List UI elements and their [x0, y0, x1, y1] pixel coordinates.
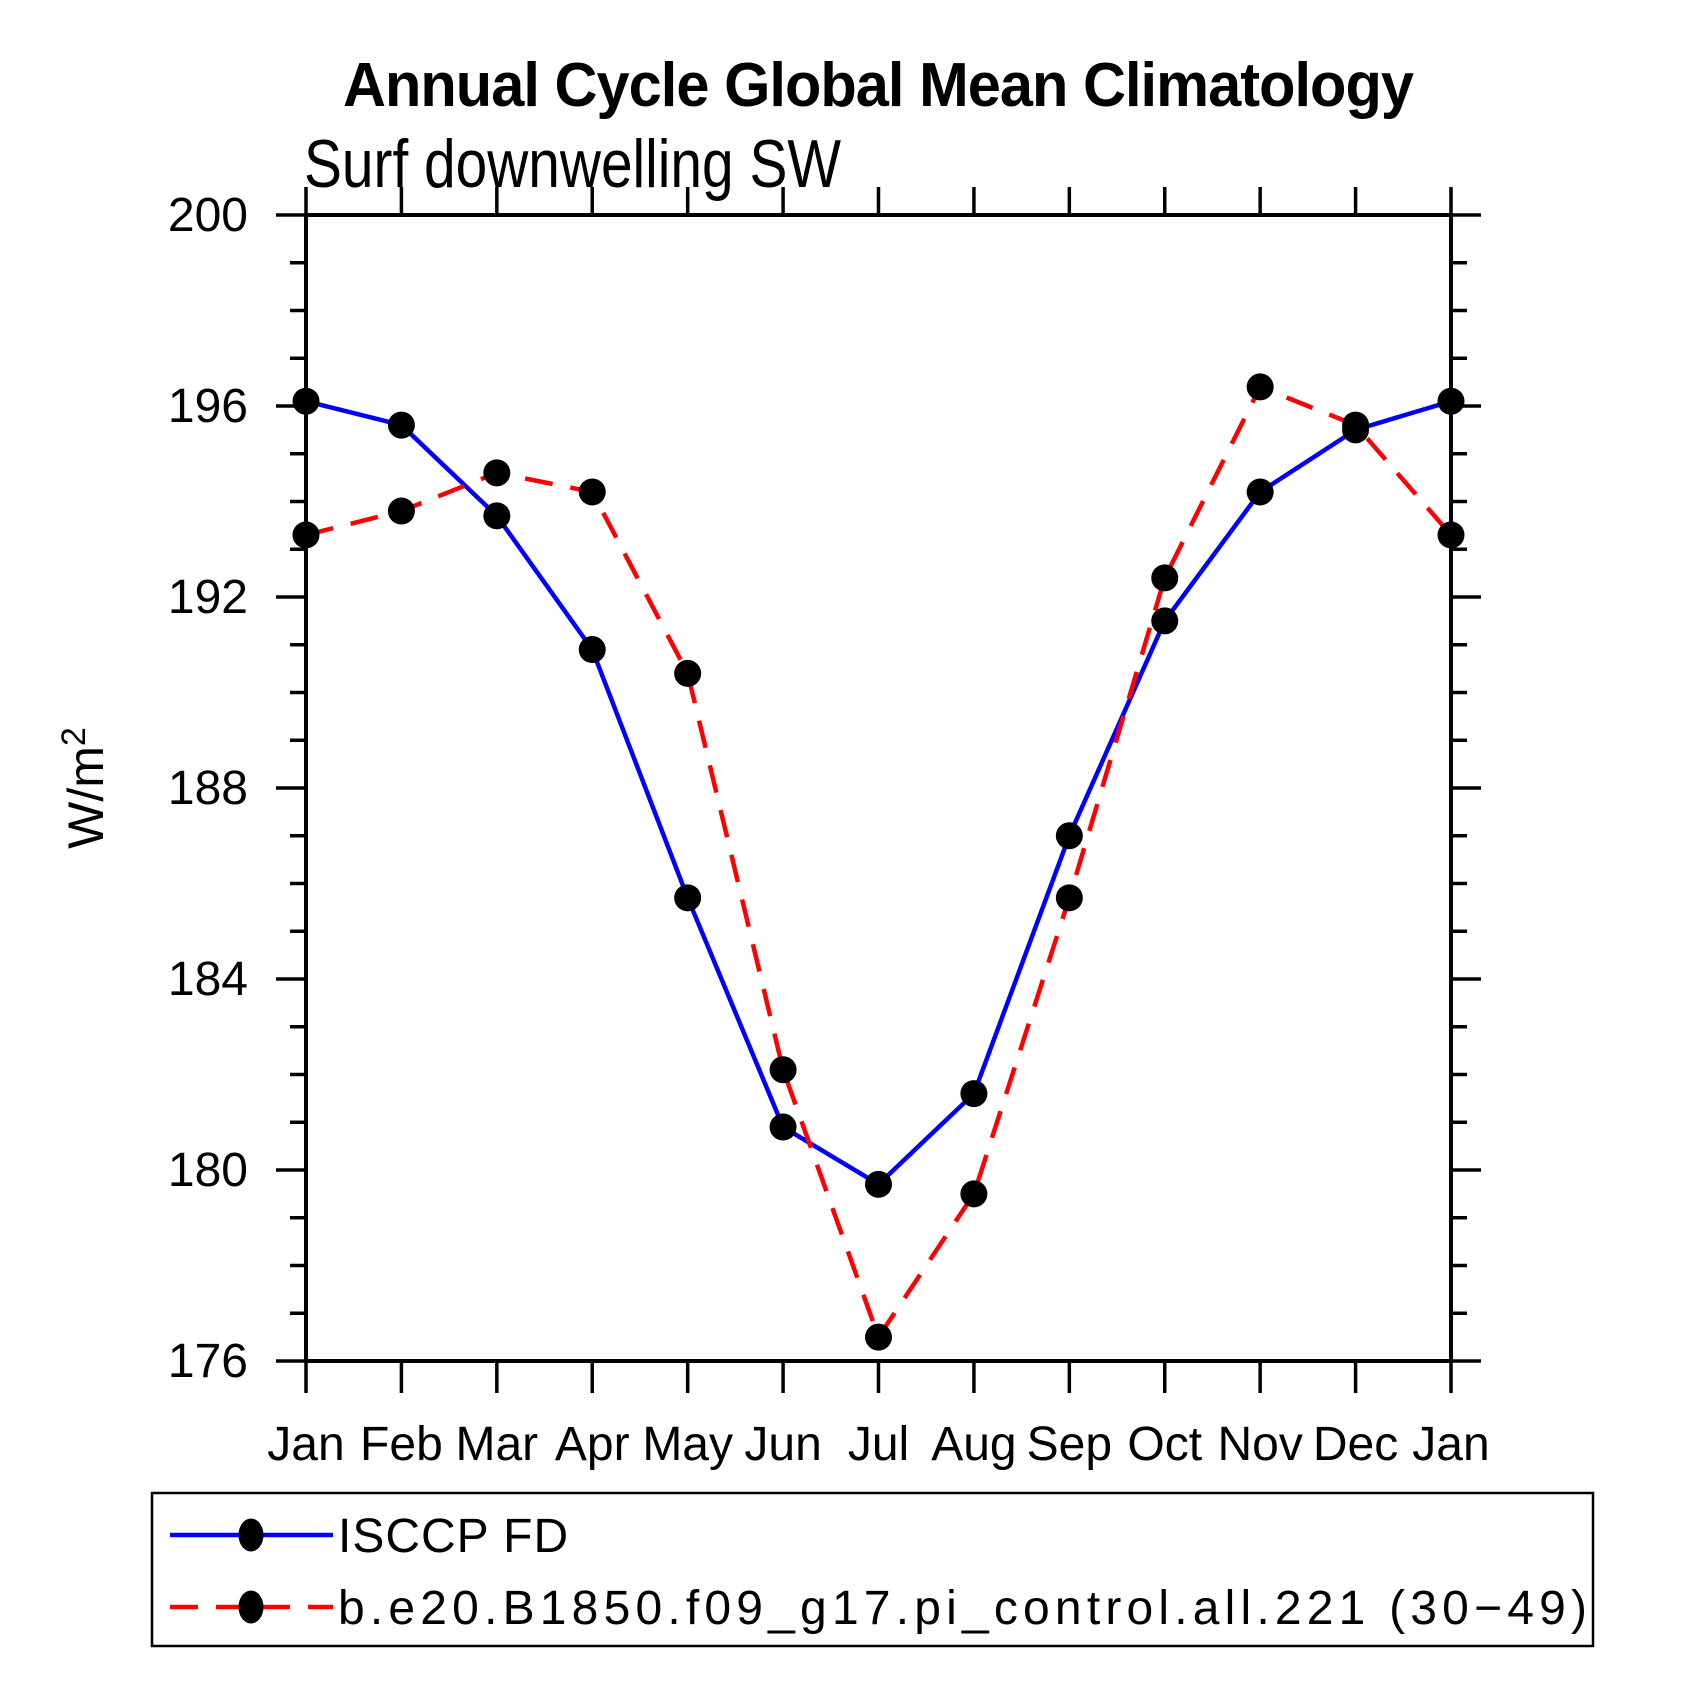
data-point-marker — [1437, 521, 1465, 549]
x-tick-label: Dec — [1313, 1418, 1398, 1471]
y-tick-label: 196 — [168, 380, 248, 433]
data-point-marker — [1151, 607, 1179, 635]
y-tick-label: 188 — [168, 762, 248, 815]
y-tick-label: 184 — [168, 953, 248, 1006]
x-tick-label: Jan — [1412, 1418, 1489, 1471]
data-point-marker — [483, 502, 511, 530]
x-tick-label: Sep — [1027, 1418, 1112, 1471]
data-point-marker — [769, 1056, 797, 1084]
x-tick-label: Aug — [931, 1418, 1016, 1471]
data-point-marker — [1055, 884, 1083, 912]
legend: ISCCP FD b.e20.B1850.f09_g17.pi_control.a… — [150, 1491, 1595, 1648]
x-tick-label: Nov — [1217, 1418, 1302, 1471]
x-tick-label: Apr — [555, 1418, 630, 1471]
data-point-marker — [578, 636, 606, 664]
data-point-marker — [1246, 478, 1274, 506]
legend-marker — [238, 1518, 264, 1552]
x-tick-label: May — [642, 1418, 733, 1471]
x-tick-label: Oct — [1127, 1418, 1202, 1471]
x-tick-label: Jul — [848, 1418, 909, 1471]
data-point-marker — [1246, 373, 1274, 401]
y-axis-title: W/m2 — [55, 727, 114, 849]
x-tick-label: Mar — [455, 1418, 538, 1471]
data-point-marker — [960, 1080, 988, 1108]
data-point-marker — [1342, 411, 1370, 439]
data-point-marker — [292, 521, 320, 549]
legend-label: ISCCP FD — [338, 1510, 569, 1563]
y-axis-title-superscript: 2 — [55, 727, 93, 746]
x-tick-label: Jan — [267, 1418, 344, 1471]
data-point-marker — [292, 387, 320, 415]
data-point-marker — [674, 659, 702, 687]
data-point-marker — [865, 1170, 892, 1198]
legend-marker — [238, 1590, 264, 1624]
data-point-marker — [578, 478, 606, 506]
data-point-marker — [1151, 564, 1179, 592]
plot-axes: 176 180 184 188 192 196 200 Jan Feb Mar Apr May Jun J… — [168, 187, 1490, 1471]
y-tick-label: 200 — [168, 189, 248, 242]
data-point-marker — [960, 1180, 988, 1208]
legend-box — [150, 1491, 1595, 1648]
data-point-marker — [1437, 387, 1465, 415]
y-tick-label: 176 — [168, 1335, 248, 1388]
y-tick-label: 180 — [168, 1144, 248, 1197]
x-tick-label: Jun — [744, 1418, 821, 1471]
x-tick-label: Feb — [360, 1418, 443, 1471]
chart-subtitle: Surf downwelling SW — [304, 126, 841, 202]
y-tick-label: 192 — [168, 571, 248, 624]
data-point-marker — [769, 1113, 797, 1141]
data-point-marker — [387, 411, 415, 439]
data-point-marker — [387, 497, 415, 525]
data-point-marker — [1055, 822, 1083, 850]
data-point-marker — [483, 459, 511, 487]
data-point-marker — [865, 1323, 892, 1351]
data-series — [292, 373, 1465, 1351]
data-point-marker — [674, 884, 702, 912]
legend-label: b.e20.B1850.f09_g17.pi_control.all.221 (… — [338, 1582, 1588, 1635]
chart-title: Annual Cycle Global Mean Climatology — [343, 51, 1414, 120]
